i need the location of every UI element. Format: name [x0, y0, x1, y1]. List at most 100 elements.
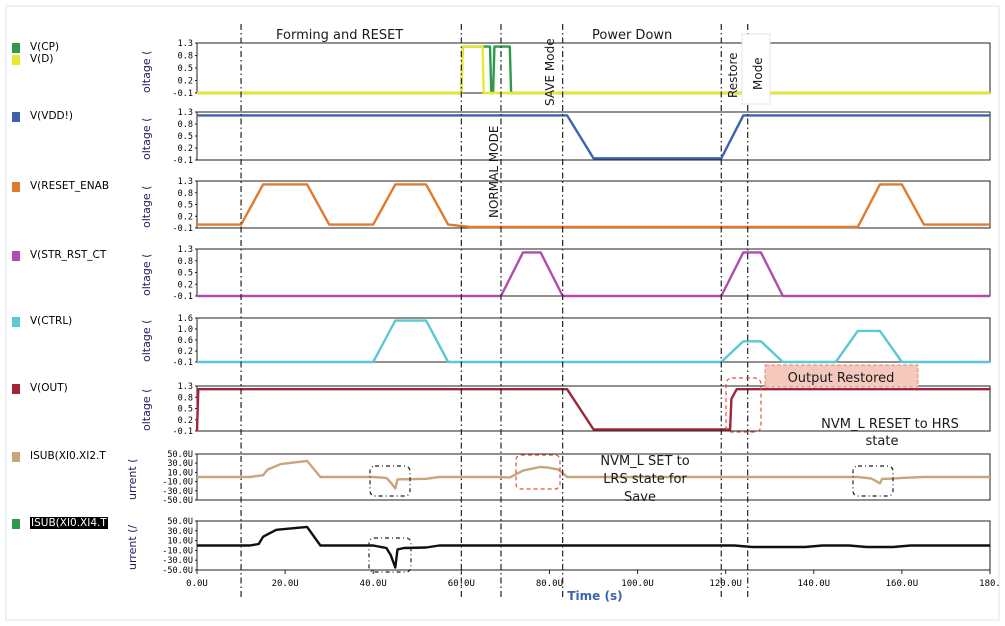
ytick-label: 0.2	[178, 416, 193, 426]
ytick-label: 30.0U	[167, 459, 193, 469]
ylabel-isub-xi4: urrent (/	[126, 524, 139, 570]
annotation-nvm-set-line2: LRS state for	[603, 472, 687, 487]
legend-swatch-cp	[12, 43, 20, 53]
annotation-nvm-set-line1: NVM_L SET to	[600, 454, 689, 469]
annotation-normal-mode: NORMAL MODE	[487, 126, 501, 218]
ytick-label: 0.5	[178, 132, 193, 142]
ytick-label: -0.1	[173, 292, 193, 302]
annotation-restore-mode: Mode	[751, 57, 765, 90]
xtick-label: 140.0U	[798, 579, 831, 589]
legend-swatch-ctrl	[12, 317, 20, 327]
series-line-str_rst-0	[197, 251, 990, 298]
legend-label-isub-xi4-text: ISUB(XI0.XI4.T	[30, 517, 108, 529]
ytick-label: 50.0U	[167, 517, 193, 527]
ytick-label: -10.0U	[162, 546, 193, 556]
panel-frame-str_rst	[196, 248, 991, 297]
ylabel-out: oltage (	[140, 388, 153, 431]
panel-frame-cp_d	[196, 42, 991, 94]
ytick-label: 0.6	[178, 336, 193, 346]
annotation-forming-reset: Forming and RESET	[276, 28, 403, 43]
series-line-reset_en-0	[197, 183, 990, 229]
ytick-label: 0.8	[178, 257, 193, 267]
output-restored-box	[764, 364, 919, 388]
ytick-label: 1.0	[178, 325, 193, 335]
legend-label-str-rst[interactable]: V(STR_RST_CT	[30, 249, 107, 261]
xtick-label: 60.0U	[448, 579, 475, 589]
series-line-cp_d-1	[197, 45, 990, 95]
ytick-label: 0.5	[178, 405, 193, 415]
ytick-label: -0.1	[173, 89, 193, 99]
legend-swatch-out	[12, 384, 20, 394]
annotation-nvm-reset-line2: state	[866, 434, 899, 449]
annotation-output-restored: Output Restored	[788, 371, 895, 386]
ylabel-vdd: oltage (	[140, 117, 153, 160]
output-rise-highlight	[725, 377, 762, 433]
ytick-label: 0.2	[178, 77, 193, 87]
panel-frame-ctrl	[196, 317, 991, 363]
legend-label-reset-enab[interactable]: V(RESET_ENAB	[30, 180, 110, 192]
xtick-label: 180.	[979, 579, 1001, 589]
ytick-label: 50.0U	[167, 450, 193, 460]
ytick-label: 10.0U	[167, 537, 193, 547]
annotation-nvm-reset-line1: NVM_L RESET to HRS	[821, 417, 959, 432]
ytick-label: -0.1	[173, 427, 193, 437]
ytick-label: -0.1	[173, 156, 193, 166]
ytick-label: -0.1	[173, 224, 193, 234]
ytick-label: 0.2	[178, 212, 193, 222]
ytick-label: 1.6	[178, 314, 193, 324]
ytick-label: 0.5	[178, 201, 193, 211]
legend-swatch-vdd	[12, 112, 20, 122]
xtick-label: 0.0U	[186, 579, 208, 589]
reset-current-highlight-xi2	[369, 465, 411, 497]
ylabel-str-rst: oltage (	[140, 253, 153, 296]
legend-swatch-isub-xi4	[12, 519, 20, 529]
legend-swatch-d	[12, 55, 20, 65]
reset-current-highlight-xi4	[368, 537, 412, 573]
series-line-vdd-0	[197, 114, 990, 160]
legend-label-isub-xi4[interactable]: ISUB(XI0.XI4.T	[30, 517, 108, 529]
ytick-label: 30.0U	[167, 527, 193, 537]
series-line-ctrl-0	[197, 319, 990, 364]
panel-frame-vdd	[196, 111, 991, 161]
ytick-label: 1.3	[178, 177, 193, 187]
series-line-isub_xi2-0	[197, 459, 990, 490]
legend-swatch-reset-enab	[12, 182, 20, 192]
xtick-label: 80.0U	[536, 579, 563, 589]
ylabel-ctrl: oltage (	[140, 319, 153, 362]
ylabel-reset-enab: oltage (	[140, 185, 153, 228]
legend-label-d[interactable]: V(D)	[30, 53, 54, 65]
ytick-label: 0.2	[178, 347, 193, 357]
legend-label-isub-xi2[interactable]: ISUB(XI0.XI2.T	[30, 450, 106, 462]
panel-frame-reset_en	[196, 180, 991, 229]
ytick-label: 1.3	[178, 245, 193, 255]
xtick-label: 20.0U	[272, 579, 299, 589]
ytick-label: -0.1	[173, 358, 193, 368]
ytick-label: 0.2	[178, 280, 193, 290]
annotation-power-down: Power Down	[592, 28, 672, 43]
ytick-label: -50.0U	[162, 566, 193, 576]
ytick-label: 0.2	[178, 144, 193, 154]
series-line-isub_xi4-0	[197, 525, 990, 569]
ytick-label: -10.0U	[162, 478, 193, 488]
legend-label-ctrl[interactable]: V(CTRL)	[30, 315, 73, 327]
ytick-label: 1.3	[178, 39, 193, 49]
legend-swatch-isub-xi2	[12, 452, 20, 462]
ylabel-isub-xi2: urrent (	[126, 458, 139, 500]
xtick-label: 100.0U	[621, 579, 654, 589]
annotation-save-mode: SAVE Mode	[543, 38, 557, 106]
ytick-label: 1.3	[178, 382, 193, 392]
ytick-label: 0.8	[178, 189, 193, 199]
ytick-label: 0.8	[178, 393, 193, 403]
xtick-label: 160.0U	[886, 579, 919, 589]
legend-label-out[interactable]: V(OUT)	[30, 382, 68, 394]
ytick-label: 0.5	[178, 64, 193, 74]
ytick-label: 0.8	[178, 120, 193, 130]
chart-border	[5, 5, 1000, 621]
reset-current-highlight-xi2-b	[852, 465, 894, 497]
legend-label-vdd[interactable]: V(VDD!)	[30, 110, 73, 122]
ytick-label: -30.0U	[162, 556, 193, 566]
ytick-label: -30.0U	[162, 487, 193, 497]
legend-label-cp[interactable]: V(CP)	[30, 41, 60, 53]
